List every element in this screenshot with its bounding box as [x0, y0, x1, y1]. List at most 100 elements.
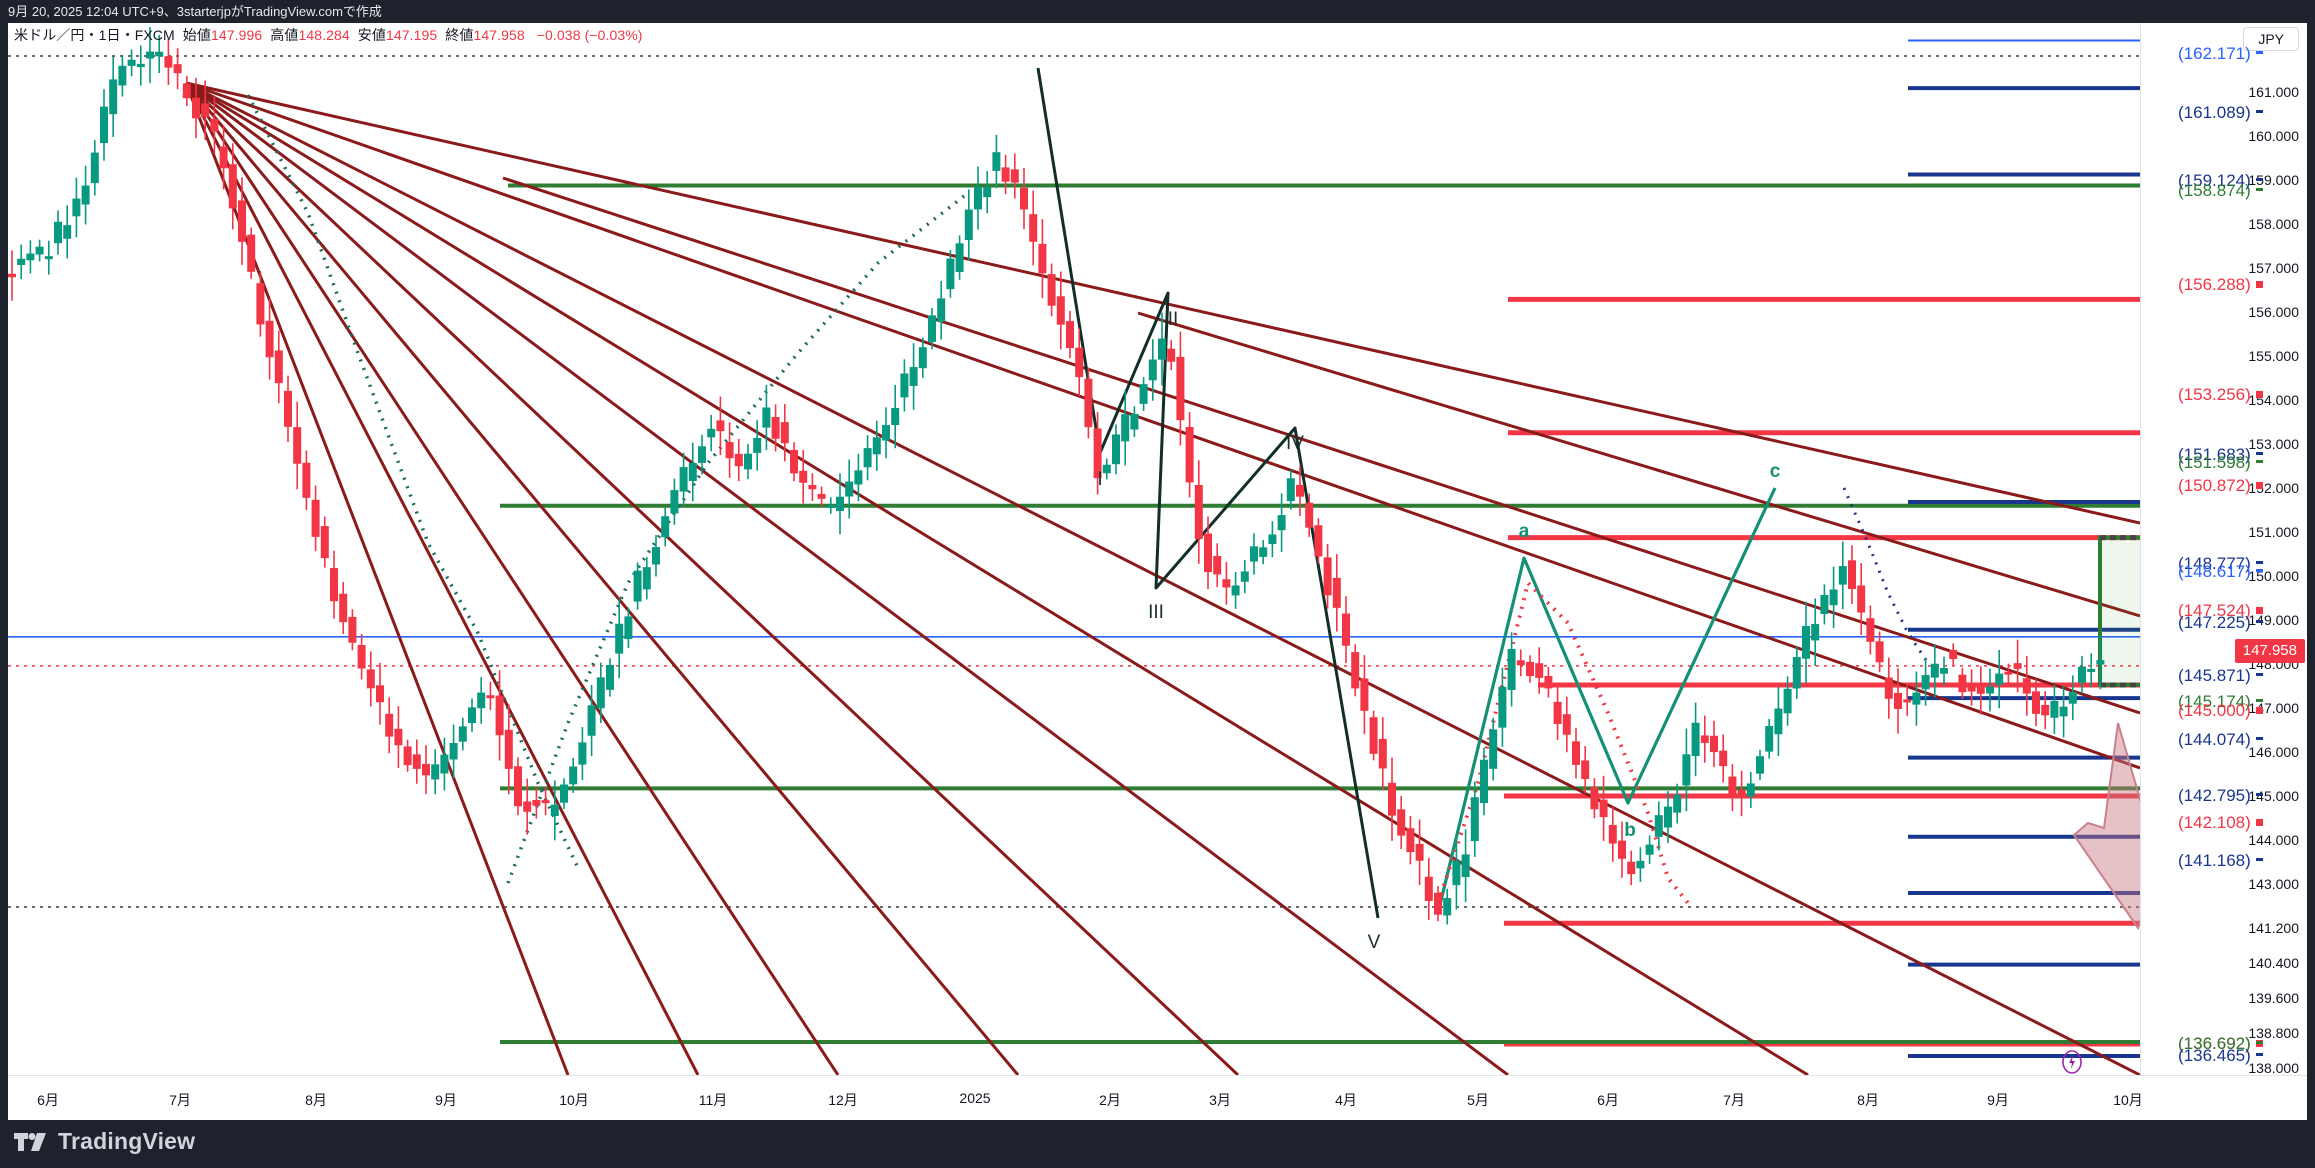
plot-area[interactable]: 米ドル／円・1日・FXCM 始値147.996 高値148.284 安値147.… [8, 23, 2140, 1075]
price-tick: 145.000 [2248, 788, 2299, 804]
candle-body [1673, 794, 1682, 813]
candle-body [477, 692, 486, 709]
candle-body [1480, 759, 1488, 804]
tradingview-watermark: TradingView [14, 1128, 195, 1155]
candle-body [81, 185, 90, 205]
candle-body [882, 425, 890, 441]
time-tick-label: 3月 [1209, 1092, 1231, 1108]
price-tick: 144.000 [2248, 832, 2299, 848]
price-tick: 151.000 [2248, 524, 2299, 540]
candle-body [1553, 701, 1562, 724]
candle-body [578, 742, 587, 765]
candle-body [1590, 787, 1599, 810]
candle-body [2059, 706, 2068, 717]
candle-body [26, 253, 35, 261]
price-tick: 138.800 [2248, 1025, 2299, 1041]
candle-body [2032, 691, 2040, 714]
candle-body [1728, 776, 1737, 799]
candle-body [1222, 579, 1231, 588]
candle-body [284, 390, 292, 427]
candle-body [799, 470, 808, 483]
candle-body [127, 59, 136, 66]
candle-body [2087, 668, 2096, 672]
candle-body [302, 462, 311, 498]
candle-body [1047, 274, 1056, 306]
price-tick: 155.000 [2248, 348, 2299, 364]
candle-body [1516, 660, 1525, 666]
candle-body [753, 437, 762, 453]
candle-body [1986, 686, 1994, 694]
candle-body [1397, 809, 1406, 836]
candle-body [210, 118, 219, 132]
candle-body [164, 56, 173, 68]
chart-frame: 米ドル／円・1日・FXCM 始値147.996 高値148.284 安値147.… [8, 23, 2307, 1120]
candle-body [1038, 243, 1047, 274]
fan-line [185, 81, 1509, 1075]
candle-body [1958, 674, 1967, 693]
time-scale[interactable]: 6月 7月 8月 9月 10月 11月 12月 2025 2月 3月 4月 5月 6月 7月 8月 9月 10月 [8, 1075, 2307, 1120]
candle-body [1802, 625, 1810, 659]
candle-body [422, 763, 430, 776]
candle-body [900, 373, 909, 398]
candle-body [348, 616, 357, 643]
candle-body [532, 799, 541, 806]
candle-body [698, 446, 706, 463]
candle-body [2078, 666, 2086, 683]
candle-body [1332, 577, 1341, 608]
fan-line [185, 81, 1809, 1075]
candle-body [918, 347, 927, 369]
candle-body [118, 65, 127, 86]
candle-body [1360, 678, 1369, 711]
candle-body [54, 221, 62, 244]
candle-body [587, 705, 596, 736]
chart-drawings [8, 27, 2140, 1075]
candle-body [679, 467, 688, 492]
candle-body [863, 448, 872, 468]
candle-body [1434, 892, 1442, 915]
candle-body [716, 420, 725, 432]
candle-body [1461, 854, 1470, 878]
candle-body [412, 754, 421, 769]
candle-body [1066, 321, 1074, 349]
candle-body [780, 422, 789, 444]
candle-body [1664, 806, 1672, 828]
candle-body [1756, 756, 1764, 774]
candle-body [771, 417, 780, 439]
candle-body [633, 570, 642, 602]
candle-body [1102, 464, 1111, 474]
candle-body [1470, 797, 1479, 842]
candle-body [136, 63, 145, 68]
candle-body [109, 79, 118, 115]
candle-body [1654, 815, 1663, 837]
candle-body [1719, 750, 1728, 767]
price-scale[interactable]: JPY 161.000 160.000 159.000 158.000 157.000 1… [2140, 23, 2307, 1111]
candle-body [1158, 338, 1166, 360]
candle-body [1838, 566, 1847, 585]
candle-body [44, 256, 53, 260]
candle-body [339, 593, 348, 623]
candle-body [1342, 613, 1350, 646]
candle-body [1949, 649, 1958, 660]
candle-body [1572, 741, 1580, 765]
candle-body [1314, 525, 1323, 557]
candle-body [182, 83, 191, 99]
candle-body [725, 442, 734, 459]
candle-body [1056, 296, 1065, 325]
candle-body [1296, 484, 1304, 497]
price-tick: 140.400 [2248, 955, 2299, 971]
candle-body [1581, 760, 1590, 780]
candle-body [1774, 708, 1783, 735]
candle-body [17, 258, 26, 265]
candle-body [1010, 169, 1019, 183]
candle-body [1820, 594, 1829, 614]
candle-body [652, 547, 660, 565]
time-tick-label: 10月 [2113, 1092, 2143, 1108]
fan-line [184, 82, 700, 1075]
candle-body [1020, 187, 1028, 210]
trade-box-upper[interactable] [2098, 535, 2140, 687]
candle-body [707, 428, 716, 438]
candle-body [1268, 534, 1277, 545]
price-tick: 161.000 [2248, 84, 2299, 100]
candle-body [1921, 675, 1930, 690]
candle-body [2050, 700, 2059, 718]
